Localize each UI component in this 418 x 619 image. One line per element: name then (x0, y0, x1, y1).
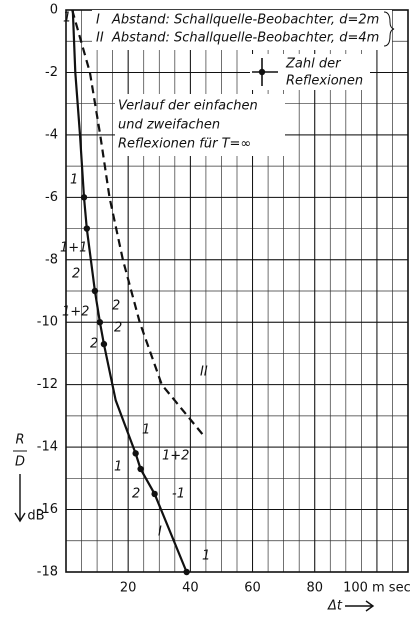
legend-series-name: I (96, 13, 100, 28)
reflection-marker (96, 319, 104, 326)
reflection-count: 2 (132, 487, 140, 502)
x-arrow (345, 600, 375, 612)
marker-legend-text: Zahl der (285, 57, 342, 72)
reflection-count: 1+2 (62, 305, 89, 320)
legend-bg (92, 10, 392, 50)
y-tick-label: -10 (37, 315, 58, 330)
x-tick-label: 80 (306, 581, 323, 596)
note-bg (115, 94, 285, 156)
y-axis-label: R (15, 433, 24, 448)
note-text: Verlauf der einfachen (118, 99, 258, 114)
reflection-count: 2 (72, 267, 80, 282)
x-tick-label: 40 (182, 581, 199, 596)
x-tick-label: 100 m sec (343, 581, 411, 596)
y-tick-label: -14 (37, 440, 58, 455)
reflection-marker (151, 490, 158, 498)
y-axis-label-denominator: D (15, 455, 25, 470)
reflection-marker (183, 568, 190, 576)
reflection-count: 1 (202, 549, 210, 564)
reflection-count: 1+1 (60, 241, 87, 256)
reflection-count: 2 (90, 337, 98, 352)
reflection-count: 1 (70, 173, 78, 188)
marker-legend-text: Reflexionen (286, 74, 363, 89)
y-tick-label: -18 (37, 565, 58, 580)
reflection-marker (137, 465, 144, 473)
reflection-marker (80, 194, 88, 201)
reflection-marker (132, 450, 139, 457)
reflection-count: 1 (114, 460, 122, 475)
x-tick-label: 60 (244, 581, 261, 596)
legend-entry: Abstand: Schallquelle-Beobachter, d=2m (111, 13, 379, 28)
y-tick-label: -2 (45, 65, 58, 80)
reflection-count: 1+2 (162, 449, 189, 464)
curve-label: II (200, 365, 208, 380)
legend-entry: Abstand: Schallquelle-Beobachter, d=4m (111, 31, 379, 46)
reflection-count: 1 (63, 11, 71, 26)
reflection-marker (100, 340, 108, 348)
legend-series-name: II (96, 31, 104, 46)
y-unit: dB (27, 509, 44, 524)
series-line (71, 9, 204, 436)
reflection-marker (83, 225, 91, 232)
y-tick-label: -12 (37, 377, 58, 392)
y-tick-label: -4 (45, 127, 58, 142)
note-text: Reflexionen für T=∞ (118, 137, 251, 152)
y-tick-label: -16 (37, 502, 58, 517)
x-axis-label: Δt (327, 599, 343, 614)
y-tick-label: 0 (50, 3, 58, 18)
marker-legend-dot (258, 68, 266, 76)
reflection-count: -1 (172, 487, 185, 502)
reflection-count: 2 (112, 299, 120, 314)
reflection-count: 1 (142, 423, 150, 438)
curve-label: I (158, 525, 162, 540)
legend-brace (383, 11, 395, 47)
reflection-count: 2 (114, 321, 122, 336)
y-arrow (14, 474, 26, 523)
note-text: und zweifachen (118, 118, 220, 133)
y-tick-label: -6 (45, 190, 58, 205)
y-tick-label: -8 (45, 252, 58, 267)
x-tick-label: 20 (120, 581, 137, 596)
reflection-marker (91, 287, 99, 295)
